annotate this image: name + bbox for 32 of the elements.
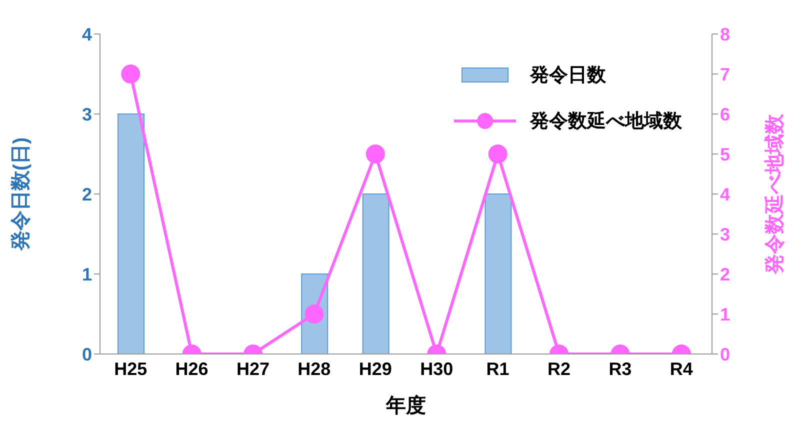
bar <box>484 194 512 354</box>
y2-tick-label: 0 <box>720 344 730 364</box>
x-tick-label: H30 <box>420 358 454 379</box>
y2-tick-label: 8 <box>720 24 730 44</box>
x-axis-title: 年度 <box>385 394 426 417</box>
y-tick-label: 0 <box>82 344 92 364</box>
x-tick-label: H28 <box>298 358 331 379</box>
y2-tick-label: 4 <box>720 184 730 204</box>
x-tick-label: R3 <box>608 358 632 379</box>
y2-tick-label: 6 <box>720 104 730 124</box>
legend-label: 発令数延べ地域数 <box>530 110 682 134</box>
x-tick-label: H27 <box>236 358 270 379</box>
y2-axis-title: 発令数延べ地域数 <box>764 113 786 275</box>
bar <box>362 194 390 354</box>
y-tick-label: 2 <box>82 184 92 204</box>
y-tick-label: 1 <box>82 264 92 284</box>
x-tick-label: R4 <box>670 358 693 379</box>
y2-tick-label: 7 <box>720 64 730 84</box>
legend-label: 発令日数 <box>530 64 606 88</box>
y2-tick-label: 3 <box>720 224 730 244</box>
x-tick-label: H26 <box>175 358 208 379</box>
y-tick-label: 4 <box>82 24 92 44</box>
bar <box>118 114 144 354</box>
y-axis-title: 発令日数(日) <box>10 137 32 252</box>
x-tick-label: H29 <box>358 358 392 379</box>
y2-tick-label: 2 <box>720 264 730 284</box>
x-tick-label: H25 <box>114 358 148 379</box>
y2-tick-label: 5 <box>720 144 730 164</box>
x-tick-label: R1 <box>486 358 510 379</box>
y2-tick-label: 1 <box>720 304 730 324</box>
y-tick-label: 3 <box>82 104 92 124</box>
x-tick-label: R2 <box>547 358 571 379</box>
